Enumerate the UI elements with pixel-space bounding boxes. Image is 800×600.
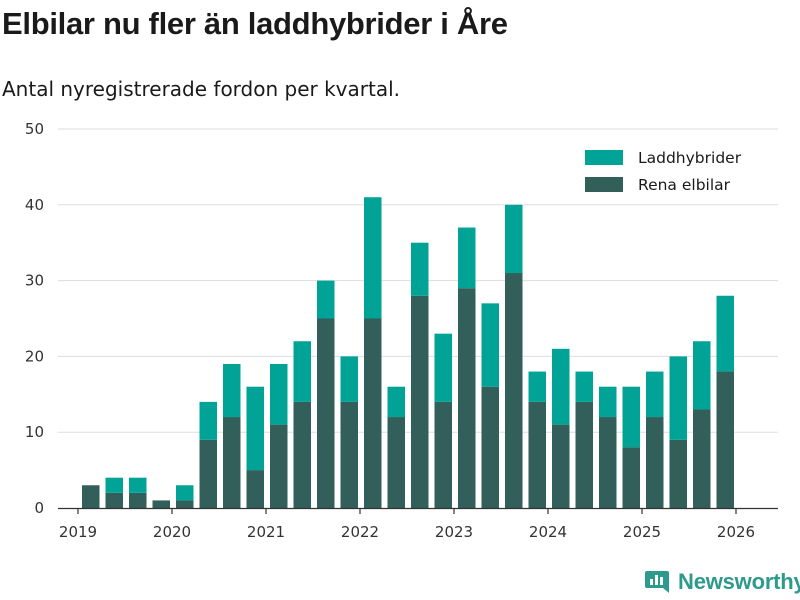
bar-rena-elbilar <box>82 485 100 508</box>
bar-rena-elbilar <box>481 386 499 508</box>
bar-rena-elbilar <box>505 273 523 508</box>
y-tick-label: 30 <box>25 272 44 290</box>
bar-laddhybrider <box>176 485 194 501</box>
bar-laddhybrider <box>364 197 382 319</box>
x-axis: 2019 2020 2021 2022 2023 2024 2025 2026 <box>58 507 778 541</box>
bars <box>82 197 734 508</box>
newsworthy-brand: Newsworthy <box>644 569 800 595</box>
bar-laddhybrider <box>340 356 358 402</box>
bar-laddhybrider <box>199 401 217 440</box>
bar-laddhybrider <box>481 303 499 387</box>
bar-rena-elbilar <box>434 401 452 508</box>
newsworthy-logo-icon <box>645 571 669 593</box>
chart-subtitle: Antal nyregistrerade fordon per kvartal. <box>2 77 401 101</box>
bar-rena-elbilar <box>223 417 241 508</box>
bar-laddhybrider <box>669 356 687 440</box>
legend-label: Laddhybrider <box>638 149 742 167</box>
legend-swatch <box>585 150 623 165</box>
bar-rena-elbilar <box>364 318 382 508</box>
legend: Laddhybrider Rena elbilar <box>585 149 742 194</box>
bar-laddhybrider <box>434 333 452 402</box>
bar-rena-elbilar <box>317 318 335 508</box>
bar-rena-elbilar <box>270 424 288 508</box>
bar-rena-elbilar <box>152 500 170 508</box>
y-tick-label: 10 <box>25 423 44 441</box>
x-tick-label: 2019 <box>59 523 97 541</box>
legend-swatch <box>585 177 623 192</box>
y-tick-label: 0 <box>34 499 44 517</box>
bar-laddhybrider <box>387 386 405 418</box>
bar-laddhybrider <box>293 341 311 402</box>
x-tick-label: 2025 <box>623 523 661 541</box>
bar-rena-elbilar <box>105 492 123 508</box>
y-tick-label: 50 <box>25 120 44 138</box>
bar-laddhybrider <box>716 295 734 372</box>
y-axis-labels: 0 10 20 30 40 50 <box>25 120 44 517</box>
bar-rena-elbilar <box>340 401 358 508</box>
bar-laddhybrider <box>575 371 593 402</box>
bar-rena-elbilar <box>693 409 711 508</box>
x-tick-label: 2026 <box>717 523 755 541</box>
bar-rena-elbilar <box>293 401 311 508</box>
bar-laddhybrider <box>693 341 711 410</box>
bar-laddhybrider <box>646 371 664 418</box>
bar-rena-elbilar <box>129 492 147 508</box>
bar-rena-elbilar <box>716 371 734 508</box>
legend-label: Rena elbilar <box>638 176 731 194</box>
bar-rena-elbilar <box>176 500 194 508</box>
bar-laddhybrider <box>246 386 264 471</box>
bar-laddhybrider <box>317 280 335 319</box>
bar-rena-elbilar <box>669 439 687 508</box>
bar-laddhybrider <box>552 348 570 425</box>
bar-laddhybrider <box>105 477 123 493</box>
x-tick-label: 2024 <box>529 523 567 541</box>
bar-laddhybrider <box>223 363 241 418</box>
x-tick-label: 2022 <box>341 523 379 541</box>
bar-laddhybrider <box>458 227 476 289</box>
x-tick-label: 2021 <box>247 523 285 541</box>
bar-rena-elbilar <box>458 288 476 508</box>
bar-rena-elbilar <box>246 470 264 508</box>
y-tick-label: 20 <box>25 347 44 365</box>
bar-laddhybrider <box>528 371 546 402</box>
bar-rena-elbilar <box>622 447 640 508</box>
bar-rena-elbilar <box>575 401 593 508</box>
brand-name: Newsworthy <box>678 569 800 594</box>
chart-title: Elbilar nu fler än laddhybrider i Åre <box>2 6 508 41</box>
bar-laddhybrider <box>411 242 429 296</box>
y-tick-label: 40 <box>25 196 44 214</box>
bar-rena-elbilar <box>599 417 617 508</box>
bar-rena-elbilar <box>528 401 546 508</box>
bar-laddhybrider <box>129 477 147 493</box>
bar-rena-elbilar <box>552 424 570 508</box>
bar-laddhybrider <box>599 386 617 418</box>
bar-laddhybrider <box>505 204 523 274</box>
bar-rena-elbilar <box>199 439 217 508</box>
bar-laddhybrider <box>622 386 640 448</box>
bar-rena-elbilar <box>646 417 664 508</box>
bar-rena-elbilar <box>387 417 405 508</box>
x-tick-label: 2020 <box>153 523 191 541</box>
bar-laddhybrider <box>270 363 288 425</box>
bar-rena-elbilar <box>411 295 429 508</box>
x-tick-label: 2023 <box>435 523 473 541</box>
